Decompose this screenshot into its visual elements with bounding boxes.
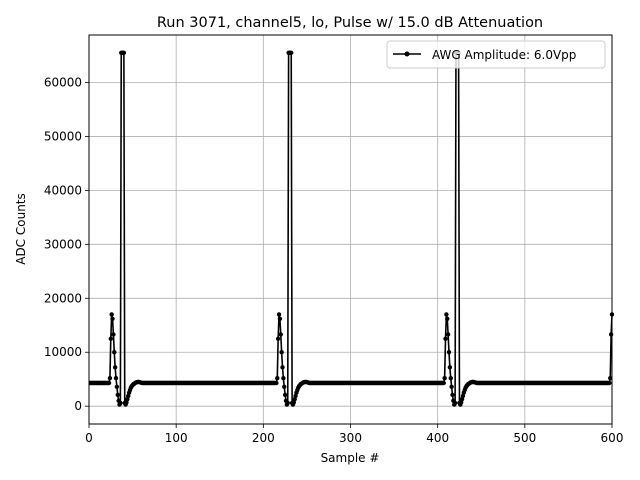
data-point bbox=[118, 400, 123, 406]
data-point bbox=[107, 375, 113, 381]
data-point bbox=[278, 332, 283, 337]
data-point bbox=[608, 332, 614, 337]
data-point bbox=[274, 380, 279, 386]
data-point bbox=[607, 380, 612, 386]
series-markers bbox=[89, 50, 614, 407]
data-point bbox=[443, 336, 448, 341]
y-tick-label: 50000 bbox=[44, 129, 82, 143]
x-tick-label: 400 bbox=[426, 431, 449, 445]
data-point bbox=[110, 316, 115, 321]
data-point bbox=[108, 336, 113, 341]
legend: AWG Amplitude: 6.0Vpp bbox=[386, 40, 606, 69]
y-tick-label: 30000 bbox=[44, 237, 82, 251]
data-point bbox=[121, 50, 127, 55]
data-point bbox=[452, 400, 458, 406]
x-axis: 0 100 200 300 400 500 600 bbox=[85, 424, 623, 445]
y-tick-label: 20000 bbox=[44, 291, 82, 305]
data-point bbox=[448, 375, 453, 381]
data-point bbox=[275, 336, 281, 341]
data-point bbox=[277, 316, 283, 321]
x-tick-label: 300 bbox=[339, 431, 362, 445]
y-tick-label: 0 bbox=[74, 399, 82, 413]
data-point bbox=[112, 350, 117, 355]
data-point bbox=[106, 380, 112, 386]
data-point bbox=[281, 375, 286, 381]
x-tick-label: 0 bbox=[85, 431, 93, 445]
y-tick-label: 10000 bbox=[44, 345, 82, 359]
data-point bbox=[113, 375, 119, 381]
x-tick-label: 200 bbox=[252, 431, 275, 445]
data-point bbox=[446, 350, 452, 355]
data-point bbox=[285, 400, 290, 406]
data-point bbox=[279, 350, 284, 355]
x-axis-label: Sample # bbox=[321, 451, 380, 465]
data-point bbox=[112, 365, 118, 370]
data-point bbox=[275, 375, 280, 381]
data-point bbox=[111, 332, 116, 337]
y-axis-label: ADC Counts bbox=[14, 193, 28, 265]
data-point bbox=[282, 384, 287, 389]
data-point bbox=[445, 332, 451, 337]
y-tick-label: 60000 bbox=[44, 75, 82, 89]
data-point bbox=[445, 316, 450, 321]
data-point bbox=[442, 375, 447, 381]
chart-title: Run 3071, channel5, lo, Pulse w/ 15.0 dB… bbox=[157, 15, 543, 31]
data-point bbox=[276, 312, 282, 317]
legend-label: AWG Amplitude: 6.0Vpp bbox=[432, 48, 576, 62]
legend-box bbox=[386, 40, 606, 69]
plot-area bbox=[89, 50, 614, 407]
data-point bbox=[447, 365, 453, 370]
y-axis: 0 10000 20000 30000 40000 50000 60000 bbox=[44, 75, 89, 413]
data-point bbox=[115, 392, 120, 398]
data-point bbox=[282, 392, 288, 398]
data-point bbox=[450, 392, 455, 398]
data-point bbox=[608, 375, 613, 381]
data-point bbox=[441, 380, 446, 386]
grid bbox=[88, 35, 613, 424]
legend-marker-sample bbox=[404, 51, 410, 57]
data-point bbox=[109, 312, 114, 317]
x-tick-label: 100 bbox=[165, 431, 188, 445]
x-tick-label: 500 bbox=[513, 431, 536, 445]
y-tick-label: 40000 bbox=[44, 183, 82, 197]
x-tick-label: 600 bbox=[601, 431, 624, 445]
data-point bbox=[280, 365, 285, 370]
data-point bbox=[289, 50, 294, 55]
data-point bbox=[449, 384, 454, 389]
data-point bbox=[114, 384, 120, 389]
data-point bbox=[444, 312, 449, 317]
